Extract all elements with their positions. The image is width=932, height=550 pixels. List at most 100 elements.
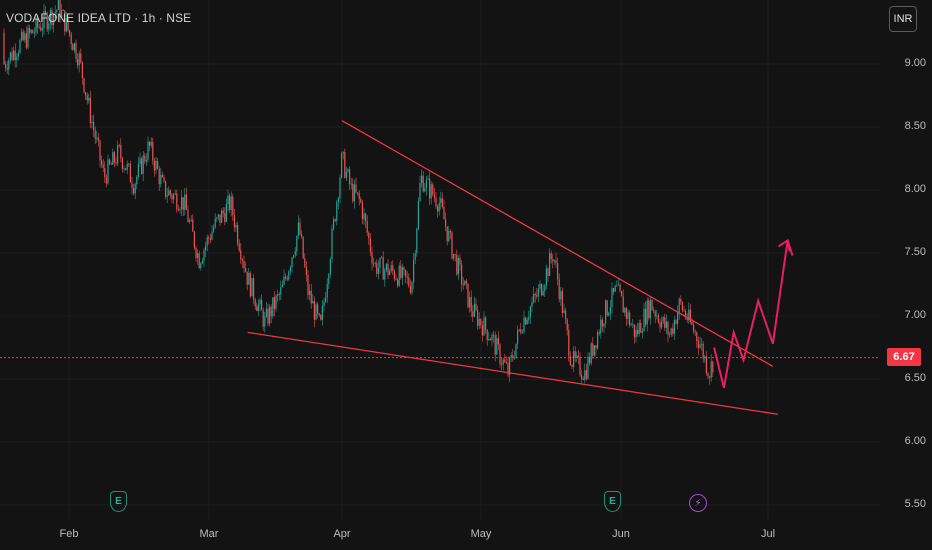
candle-body [29, 27, 31, 33]
candle-body [230, 196, 232, 211]
candle-body [709, 376, 711, 378]
candle-body [299, 222, 301, 235]
candle-body [555, 260, 557, 264]
candle-body [209, 238, 211, 240]
candle-body [510, 355, 512, 358]
candle-body [257, 304, 259, 312]
candle-body [54, 11, 56, 14]
candle-body [525, 317, 527, 325]
candle-body [117, 145, 119, 164]
candle-body [355, 184, 357, 193]
price-tick-label: 9.00 [904, 57, 926, 69]
time-tick-label: Jul [760, 528, 776, 540]
candle-body [192, 219, 194, 232]
candle-body [315, 304, 317, 320]
candle-body [150, 141, 152, 146]
candle-body [65, 18, 67, 32]
candle-body [158, 168, 160, 185]
candle-body [509, 357, 511, 376]
candle-body [352, 183, 354, 202]
candle-body [446, 226, 448, 241]
candle-body [694, 331, 696, 333]
candle-body [342, 151, 344, 154]
candle-body [48, 23, 50, 30]
candle-body [152, 141, 154, 161]
candle-body [277, 294, 279, 296]
candle-body [166, 195, 168, 197]
candle-body [301, 234, 303, 237]
candle-body [635, 330, 637, 338]
candle-body [341, 153, 343, 178]
time-tick-label: May [470, 528, 492, 540]
candle-body [381, 257, 383, 259]
candle-body [505, 362, 507, 363]
candle-body [585, 370, 587, 379]
candle-body [685, 310, 687, 318]
candle-body [681, 302, 683, 311]
earnings-marker-feb[interactable]: E [110, 491, 127, 512]
candle-body [643, 308, 645, 332]
candle-body [214, 218, 216, 228]
candle-body [232, 196, 234, 215]
candle-body [598, 332, 600, 334]
candle-body [593, 345, 595, 356]
candle-body [456, 254, 458, 275]
candle-body [11, 52, 13, 60]
candle-body [305, 266, 307, 275]
candle-body [78, 53, 80, 66]
candle-body [693, 324, 695, 332]
candle-body [185, 194, 187, 211]
candle-body [469, 297, 471, 308]
candle-body [485, 317, 487, 330]
candle-body [622, 296, 624, 313]
candle-body [563, 310, 565, 313]
earnings-marker-jun[interactable]: E [604, 491, 621, 512]
candle-body [267, 308, 269, 324]
candle-body [699, 344, 701, 348]
candle-body [225, 203, 227, 222]
candle-body [397, 279, 399, 286]
candle-body [77, 59, 79, 66]
candle-body [581, 375, 583, 379]
candle-body [243, 260, 245, 269]
currency-button[interactable]: INR [889, 6, 917, 32]
candle-body [320, 315, 322, 320]
candle-body [424, 188, 426, 192]
symbol-title[interactable]: VODAFONE IDEA LTD · 1h · NSE [6, 11, 192, 25]
candle-body [288, 271, 290, 280]
drawing-annotations [247, 120, 794, 415]
candle-body [373, 263, 375, 265]
candle-body [574, 351, 576, 359]
candle-body [478, 318, 480, 326]
candle-body [350, 183, 352, 185]
candle-body [149, 141, 151, 146]
candle-body [662, 317, 664, 322]
candle-body [97, 137, 99, 141]
candle-body [265, 308, 267, 317]
candle-body [217, 214, 219, 218]
candle-body [576, 355, 578, 359]
candle-body [133, 187, 135, 194]
candle-body [171, 194, 173, 200]
dividend-lightning-icon[interactable]: ⚡ [689, 494, 707, 512]
candle-body [417, 201, 419, 229]
candle-body [365, 213, 367, 222]
candle-body [94, 130, 96, 139]
candle-body [8, 59, 10, 70]
candle-body [441, 198, 443, 207]
candle-body [608, 313, 610, 316]
candle-body [131, 182, 133, 188]
candle-body [193, 231, 195, 248]
candle-body [573, 351, 575, 368]
candle-body [448, 230, 450, 241]
candle-body [630, 324, 632, 326]
candle-body [592, 343, 594, 356]
candle-body [427, 178, 429, 180]
candle-body [557, 263, 559, 280]
candle-body [246, 271, 248, 285]
candle-body [81, 61, 83, 79]
candle-body [641, 331, 643, 333]
candle-body [142, 155, 144, 174]
candle-body [157, 160, 159, 169]
